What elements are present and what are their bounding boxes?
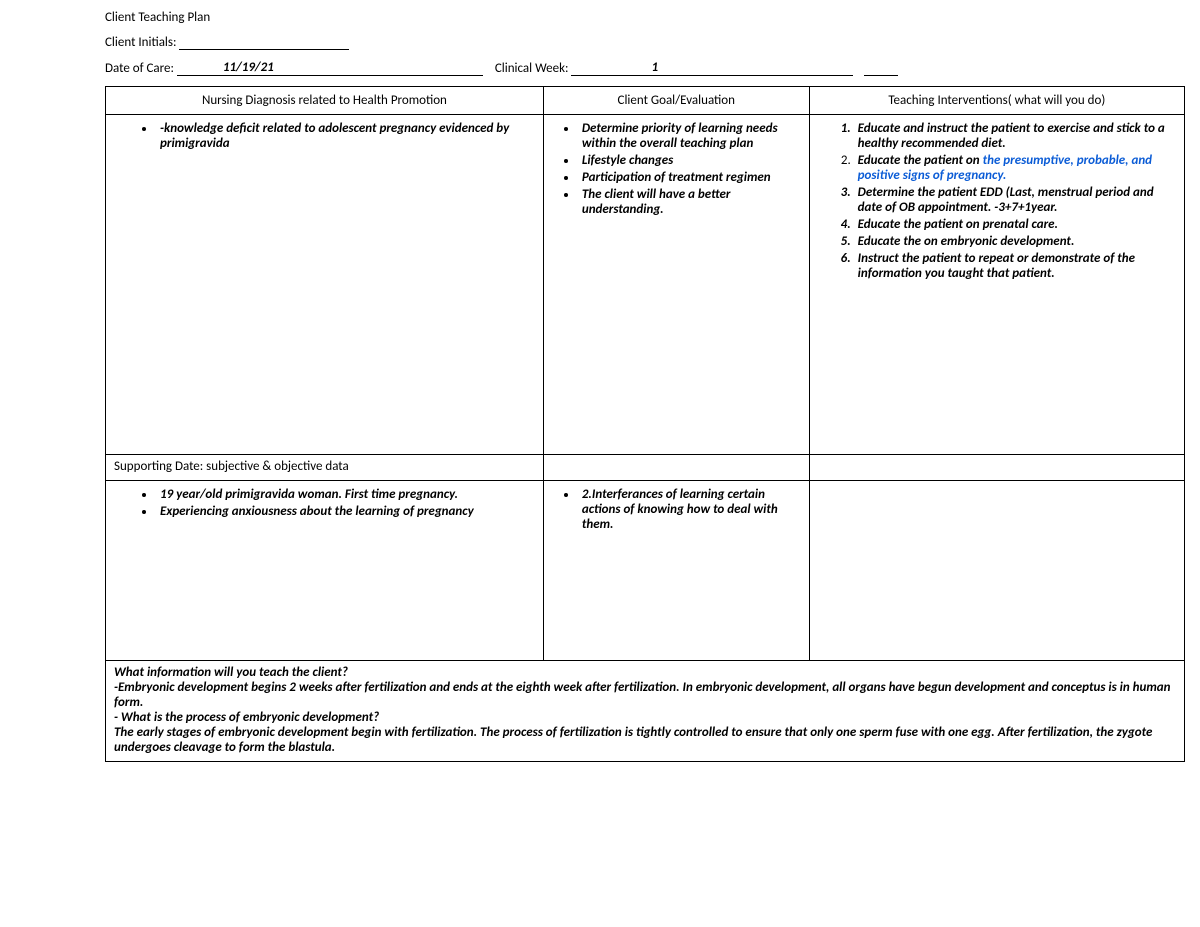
intervention-text: Educate the patient on — [858, 153, 983, 168]
intervention-item: Educate and instruct the patient to exer… — [854, 121, 1176, 151]
table-header-row: Nursing Diagnosis related to Health Prom… — [106, 87, 1185, 115]
bottom-line: - What is the process of embryonic devel… — [114, 710, 1176, 725]
empty-cell — [809, 455, 1184, 481]
supporting-data-row: 19 year/old primigravida woman. First ti… — [106, 481, 1185, 661]
interventions-cell: Educate and instruct the patient to exer… — [809, 115, 1184, 455]
support-item: Experiencing anxiousness about the learn… — [156, 504, 535, 519]
week-blank-post — [663, 75, 853, 76]
date-value: 11/19/21 — [223, 60, 283, 76]
goal-item: Lifestyle changes — [578, 153, 801, 168]
client-initials-line: Client Initials: — [105, 35, 1185, 50]
goal-item: Participation of treatment regimen — [578, 170, 801, 185]
week-label: Clinical Week: — [495, 61, 569, 76]
date-blank-pre — [177, 75, 223, 76]
diagnosis-cell: -knowledge deficit related to adolescent… — [106, 115, 544, 455]
bottom-line: The early stages of embryonic developmen… — [114, 725, 1176, 755]
col3-header: Teaching Interventions( what will you do… — [809, 87, 1184, 115]
supporting-header-row: Supporting Date: subjective & objective … — [106, 455, 1185, 481]
intervention-item: Determine the patient EDD (Last, menstru… — [854, 185, 1176, 215]
supporting-data-cell: 19 year/old primigravida woman. First ti… — [106, 481, 544, 661]
empty-cell — [543, 455, 809, 481]
supporting-header: Supporting Date: subjective & objective … — [106, 455, 544, 481]
bottom-info-cell: What information will you teach the clie… — [106, 661, 1185, 762]
page-title: Client Teaching Plan — [105, 10, 1185, 25]
goals-cell: Determine priority of learning needs wit… — [543, 115, 809, 455]
week-value: 1 — [651, 60, 663, 76]
initials-label: Client Initials: — [105, 35, 176, 50]
intervention-item: Educate the patient on the presumptive, … — [854, 153, 1176, 183]
week-blank-pre — [571, 75, 651, 76]
bottom-info-row: What information will you teach the clie… — [106, 661, 1185, 762]
interference-item: 2.Interferances of learning certain acti… — [578, 487, 801, 532]
week-blank-tail — [864, 75, 898, 76]
col1-header: Nursing Diagnosis related to Health Prom… — [106, 87, 544, 115]
initials-blank — [179, 49, 349, 50]
support-item: 19 year/old primigravida woman. First ti… — [156, 487, 535, 502]
diagnosis-bullet: -knowledge deficit related to adolescent… — [156, 121, 535, 151]
teaching-plan-table: Nursing Diagnosis related to Health Prom… — [105, 86, 1185, 762]
col2-header: Client Goal/Evaluation — [543, 87, 809, 115]
goal-item: Determine priority of learning needs wit… — [578, 121, 801, 151]
bottom-question: What information will you teach the clie… — [114, 665, 1176, 680]
interference-cell: 2.Interferances of learning certain acti… — [543, 481, 809, 661]
goal-item: The client will have a better understand… — [578, 187, 801, 217]
date-blank-post — [283, 75, 483, 76]
intervention-item: Educate the patient on prenatal care. — [854, 217, 1176, 232]
bottom-line: -Embryonic development begins 2 weeks af… — [114, 680, 1176, 710]
page-root: Client Teaching Plan Client Initials: Da… — [105, 10, 1185, 762]
empty-cell — [809, 481, 1184, 661]
intervention-item: Educate the on embryonic development. — [854, 234, 1176, 249]
main-content-row: -knowledge deficit related to adolescent… — [106, 115, 1185, 455]
intervention-item: Instruct the patient to repeat or demons… — [854, 251, 1176, 281]
date-label: Date of Care: — [105, 61, 174, 76]
date-week-line: Date of Care: 11/19/21 Clinical Week: 1 — [105, 60, 1185, 76]
